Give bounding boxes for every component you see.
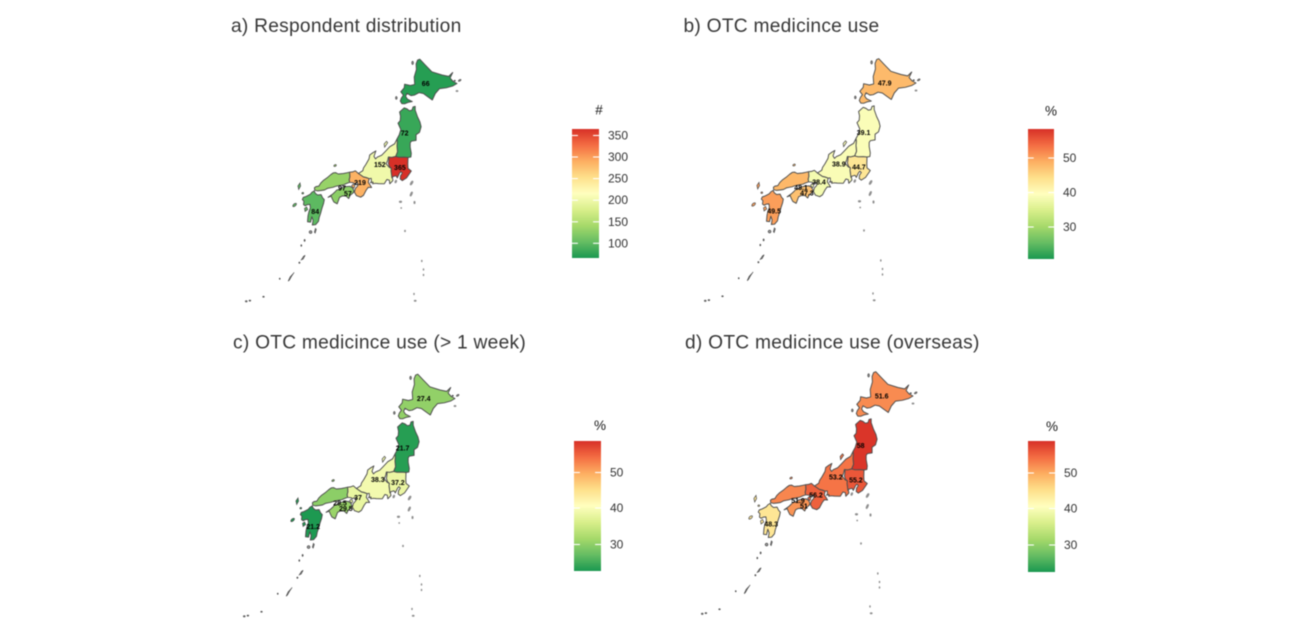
svg-text:50: 50: [1064, 466, 1078, 480]
svg-text:44.7: 44.7: [852, 165, 866, 172]
svg-text:219: 219: [354, 180, 366, 187]
svg-text:29.5: 29.5: [339, 506, 353, 513]
svg-text:37: 37: [354, 495, 362, 502]
svg-text:38.4: 38.4: [812, 180, 826, 187]
svg-text:%: %: [594, 418, 606, 433]
svg-text:30: 30: [1063, 220, 1077, 234]
svg-text:38.3: 38.3: [371, 477, 385, 484]
svg-text:250: 250: [608, 172, 628, 186]
svg-text:150: 150: [608, 215, 628, 229]
svg-text:100: 100: [608, 236, 628, 250]
svg-text:350: 350: [608, 129, 628, 143]
svg-text:49.5: 49.5: [767, 209, 781, 216]
svg-text:40: 40: [1064, 502, 1078, 516]
svg-text:57: 57: [344, 191, 352, 198]
svg-text:21.7: 21.7: [396, 446, 410, 453]
svg-text:38.9: 38.9: [832, 162, 846, 169]
svg-text:d) OTC medicince use (overseas: d) OTC medicince use (overseas): [685, 333, 980, 354]
svg-text:47.9: 47.9: [878, 81, 892, 88]
svg-text:97: 97: [338, 185, 346, 192]
svg-text:%: %: [1046, 419, 1058, 434]
svg-text:30: 30: [1064, 538, 1078, 552]
svg-text:51.6: 51.6: [875, 394, 889, 401]
svg-text:28.5: 28.5: [333, 500, 347, 507]
svg-text:66: 66: [422, 81, 430, 88]
svg-text:%: %: [1045, 104, 1057, 119]
svg-text:40: 40: [610, 501, 624, 515]
svg-text:50: 50: [610, 466, 624, 480]
svg-text:48.1: 48.1: [794, 185, 808, 192]
svg-text:47.3: 47.3: [800, 191, 814, 198]
svg-text:300: 300: [608, 150, 628, 164]
svg-text:c) OTC medicince use (> 1 week: c) OTC medicince use (> 1 week): [233, 333, 526, 354]
svg-text:39.1: 39.1: [857, 130, 871, 137]
svg-text:40: 40: [1063, 186, 1077, 200]
svg-text:50: 50: [1063, 151, 1077, 165]
svg-text:72: 72: [401, 131, 409, 138]
svg-text:#: #: [595, 103, 603, 118]
svg-text:27.4: 27.4: [417, 396, 431, 403]
svg-text:365: 365: [394, 165, 406, 172]
svg-text:84: 84: [311, 209, 319, 216]
svg-text:51.9: 51.9: [791, 498, 805, 505]
svg-text:53.2: 53.2: [829, 475, 843, 482]
svg-text:56.2: 56.2: [809, 493, 823, 500]
svg-text:b) OTC medicince use: b) OTC medicince use: [684, 16, 880, 37]
svg-text:58: 58: [857, 443, 865, 450]
svg-text:48.3: 48.3: [764, 522, 778, 529]
svg-text:30: 30: [610, 538, 624, 552]
svg-text:51: 51: [800, 504, 808, 511]
svg-text:152: 152: [374, 162, 386, 169]
svg-text:55.2: 55.2: [849, 478, 863, 485]
svg-text:a) Respondent distribution: a) Respondent distribution: [231, 16, 462, 37]
svg-text:200: 200: [608, 193, 628, 207]
svg-text:21.2: 21.2: [306, 524, 320, 531]
svg-text:37.2: 37.2: [391, 480, 405, 487]
